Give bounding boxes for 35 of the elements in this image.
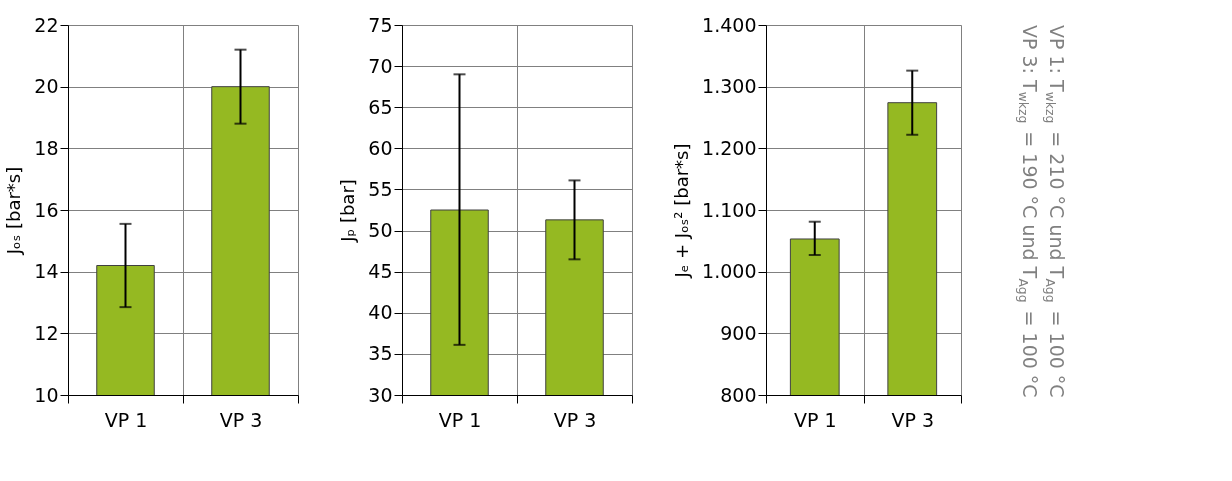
y-tick-label: 1.100 [702, 198, 757, 221]
y-tick-label: 1.400 [702, 13, 757, 36]
x-tick-label: VP 1 [793, 408, 837, 431]
y-tick-label: 60 [368, 136, 393, 159]
x-tick-label: VP 1 [438, 408, 482, 431]
y-tick-label: 20 [34, 75, 59, 98]
y-tick-label: 45 [368, 260, 393, 283]
y-tick-label: 22 [34, 13, 59, 36]
y-tick-label: 1.000 [702, 260, 757, 283]
y-tick-label: 30 [368, 383, 393, 406]
text: VP 1: Twkzg = 210 °C und TAgg = 100 °C [1043, 25, 1068, 398]
y-axis-title: Jₒₛ [bar*s] [3, 166, 25, 256]
y-tick-label: 18 [34, 136, 59, 159]
y-tick-label: 35 [368, 342, 393, 365]
y-tick-label: 900 [720, 321, 757, 344]
y-tick-label: 14 [34, 260, 59, 283]
y-tick-label: 800 [720, 383, 757, 406]
x-tick-label: VP 3 [891, 408, 935, 431]
y-axis-title: Jₚ [bar] [337, 179, 359, 243]
y-tick-label: 12 [34, 321, 59, 344]
x-tick-label: VP 3 [219, 408, 263, 431]
text: VP 3: Twkzg = 190 °C und TAgg = 100 °C [1016, 25, 1041, 398]
y-tick-label: 1.300 [702, 75, 757, 98]
y-tick-label: 75 [368, 13, 393, 36]
y-axis-title: Jₑ + Jₒₛ² [bar*s] [671, 143, 693, 279]
x-tick-label: VP 3 [553, 408, 597, 431]
y-tick-label: 1.200 [702, 136, 757, 159]
y-tick-label: 16 [34, 198, 59, 221]
y-tick-label: 10 [34, 383, 59, 406]
y-tick-label: 50 [368, 219, 393, 242]
y-tick-label: 40 [368, 301, 393, 324]
y-tick-label: 65 [368, 95, 393, 118]
x-tick-label: VP 1 [104, 408, 148, 431]
y-tick-label: 70 [368, 54, 393, 77]
y-tick-label: 55 [368, 177, 393, 200]
